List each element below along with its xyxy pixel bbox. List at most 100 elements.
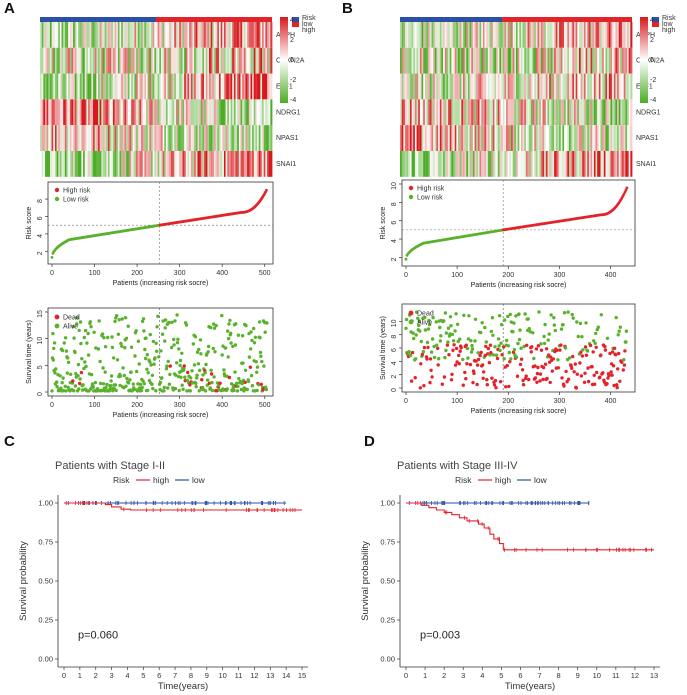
b-gene-label-cdkn2a: CDKN2A: [636, 58, 665, 65]
heatmap-b: ASPHCDKN2AE2F1NDRG1NPAS1SNAI1Risklowhigh…: [400, 15, 676, 177]
a-surv-xlabel: Patients (increasing risk socre): [113, 412, 209, 419]
b-risk-bar-high: [502, 17, 632, 22]
b-row-npas1: [400, 125, 633, 151]
a-color-scale: [280, 17, 288, 103]
km-plot-stage-i-ii: Patients with Stage I-II Risk high low 0.00 0…: [18, 460, 308, 692]
d-km-xtick: 7: [537, 671, 541, 680]
b-legend-high-swatch: [652, 22, 659, 27]
d-km-legend-high: high: [495, 475, 511, 485]
a-legend-low: low: [302, 21, 313, 28]
a-risk-xtick: 400: [216, 270, 228, 277]
b-risk-xtick: 0: [404, 272, 408, 279]
b-gene-label-ndrg1: NDRG1: [636, 109, 661, 116]
b-scale-tick: 2: [650, 37, 654, 44]
a-gene-label-npas1: NPAS1: [276, 135, 299, 142]
d-km-xtick: 8: [557, 671, 561, 680]
b-scale-tick: -4: [650, 97, 656, 104]
a-scale-tick: 0: [290, 57, 294, 64]
c-km-xtick: 6: [157, 671, 161, 680]
a-risk-xtick: 500: [259, 270, 271, 277]
b-surv-legend-dead-dot: [408, 310, 414, 316]
b-surv-legend-dead: Dead: [417, 311, 434, 318]
d-km-xtick: 5: [499, 671, 503, 680]
d-km-xtick: 3: [461, 671, 465, 680]
b-scale-tick: 0: [650, 57, 654, 64]
d-km-xtick: 12: [631, 671, 639, 680]
a-risk-ytick: 4: [37, 234, 44, 238]
b-surv-xtick: 300: [554, 398, 566, 405]
d-km-ytick: 0.25: [380, 616, 395, 625]
a-risk-ylabel: Risk score: [26, 207, 33, 240]
a-row-cdkn2a: [40, 47, 273, 74]
d-km-legend-low: low: [534, 475, 548, 485]
b-risk-points: [404, 186, 629, 261]
d-km-xtick: 4: [480, 671, 484, 680]
b-risk-xtick: 100: [451, 272, 463, 279]
c-km-xtick: 12: [250, 671, 258, 680]
d-km-censor-low: [408, 501, 590, 505]
c-km-censor-low: [67, 501, 285, 505]
a-surv-frame: [47, 307, 274, 397]
panel-letter-c: C: [4, 433, 15, 450]
a-surv-legend-alive: Alive: [63, 324, 78, 331]
a-row-snai1: [40, 151, 273, 177]
c-km-legend-title: Risk: [113, 475, 130, 485]
d-km-xtick: 6: [518, 671, 522, 680]
c-km-xtick: 5: [141, 671, 145, 680]
d-km-xtick: 9: [576, 671, 580, 680]
c-km-ytick: 0.25: [38, 616, 53, 625]
a-risk-legend-high-dot: [54, 187, 60, 193]
a-surv-xtick: 300: [174, 402, 186, 409]
c-km-ytick: 1.00: [38, 499, 53, 508]
a-surv-points: [50, 313, 269, 393]
a-risk-legend-low-dot: [54, 196, 60, 202]
b-legend-low: low: [662, 21, 673, 28]
a-scale-tick: 2: [290, 37, 294, 44]
b-surv-ytick: 0: [391, 388, 398, 392]
panel-letter-b: B: [342, 0, 353, 17]
a-surv-ytick: 15: [37, 310, 44, 318]
b-risk-ytick: 10: [391, 182, 398, 190]
a-surv-legend-dead-dot: [54, 314, 60, 320]
d-km-xtick: 11: [612, 671, 620, 680]
b-surv-xtick: 400: [605, 398, 617, 405]
a-risk-xtick: 100: [89, 270, 101, 277]
a-risk-xtick: 0: [50, 270, 54, 277]
b-surv-xtick: 100: [451, 398, 463, 405]
a-gene-label-snai1: SNAI1: [276, 161, 296, 168]
b-risk-legend-high-dot: [408, 185, 414, 191]
c-km-title: Patients with Stage I-II: [55, 460, 165, 472]
c-km-xtick: 10: [218, 671, 226, 680]
c-km-xtick: 8: [189, 671, 193, 680]
survival-time-plot-a: 0 100 200 300 400 500 0 5 10 15 Patients (increasi…: [26, 307, 274, 419]
b-risk-legend-high: High risk: [417, 186, 445, 193]
a-surv-ylabel: Survival time (years): [26, 320, 33, 384]
a-surv-ytick: 5: [37, 365, 44, 369]
d-km-xtick: 13: [650, 671, 658, 680]
a-row-e2f1: [40, 73, 273, 100]
a-legend-high-swatch: [292, 22, 299, 27]
b-gene-label-npas1: NPAS1: [636, 135, 659, 142]
d-km-xtick: 10: [593, 671, 601, 680]
risk-score-plot-b: 0 100 200 300 400 2 4 6 8 10 Patients (increasing …: [380, 179, 636, 289]
a-row-asph: [40, 22, 273, 48]
a-risk-legend-high: High risk: [63, 188, 91, 195]
c-km-xtick: 15: [298, 671, 306, 680]
a-surv-legend-alive-dot: [54, 323, 60, 329]
b-row-e2f1: [400, 73, 633, 100]
d-km-ytick: 1.00: [380, 499, 395, 508]
a-risk-xtick: 200: [131, 270, 143, 277]
a-risk-xlabel: Patients (increasing risk socre): [113, 280, 209, 287]
d-km-ytick: 0.00: [380, 655, 395, 664]
a-legend-low-swatch: [292, 17, 299, 22]
b-row-cdkn2a: [400, 47, 633, 74]
a-surv-xtick: 0: [50, 402, 54, 409]
d-km-ytick: 0.75: [380, 538, 395, 547]
a-row-npas1: [40, 125, 273, 151]
b-row-asph: [400, 22, 633, 48]
d-km-xtick: 0: [404, 671, 408, 680]
b-color-scale: [640, 17, 648, 103]
b-surv-legend-alive-dot: [408, 319, 414, 325]
survival-time-plot-b: 0 100 200 300 400 0 2 4 6 8 10 Patients (increasing…: [380, 303, 636, 415]
a-risk-legend-low: Low risk: [63, 197, 89, 204]
